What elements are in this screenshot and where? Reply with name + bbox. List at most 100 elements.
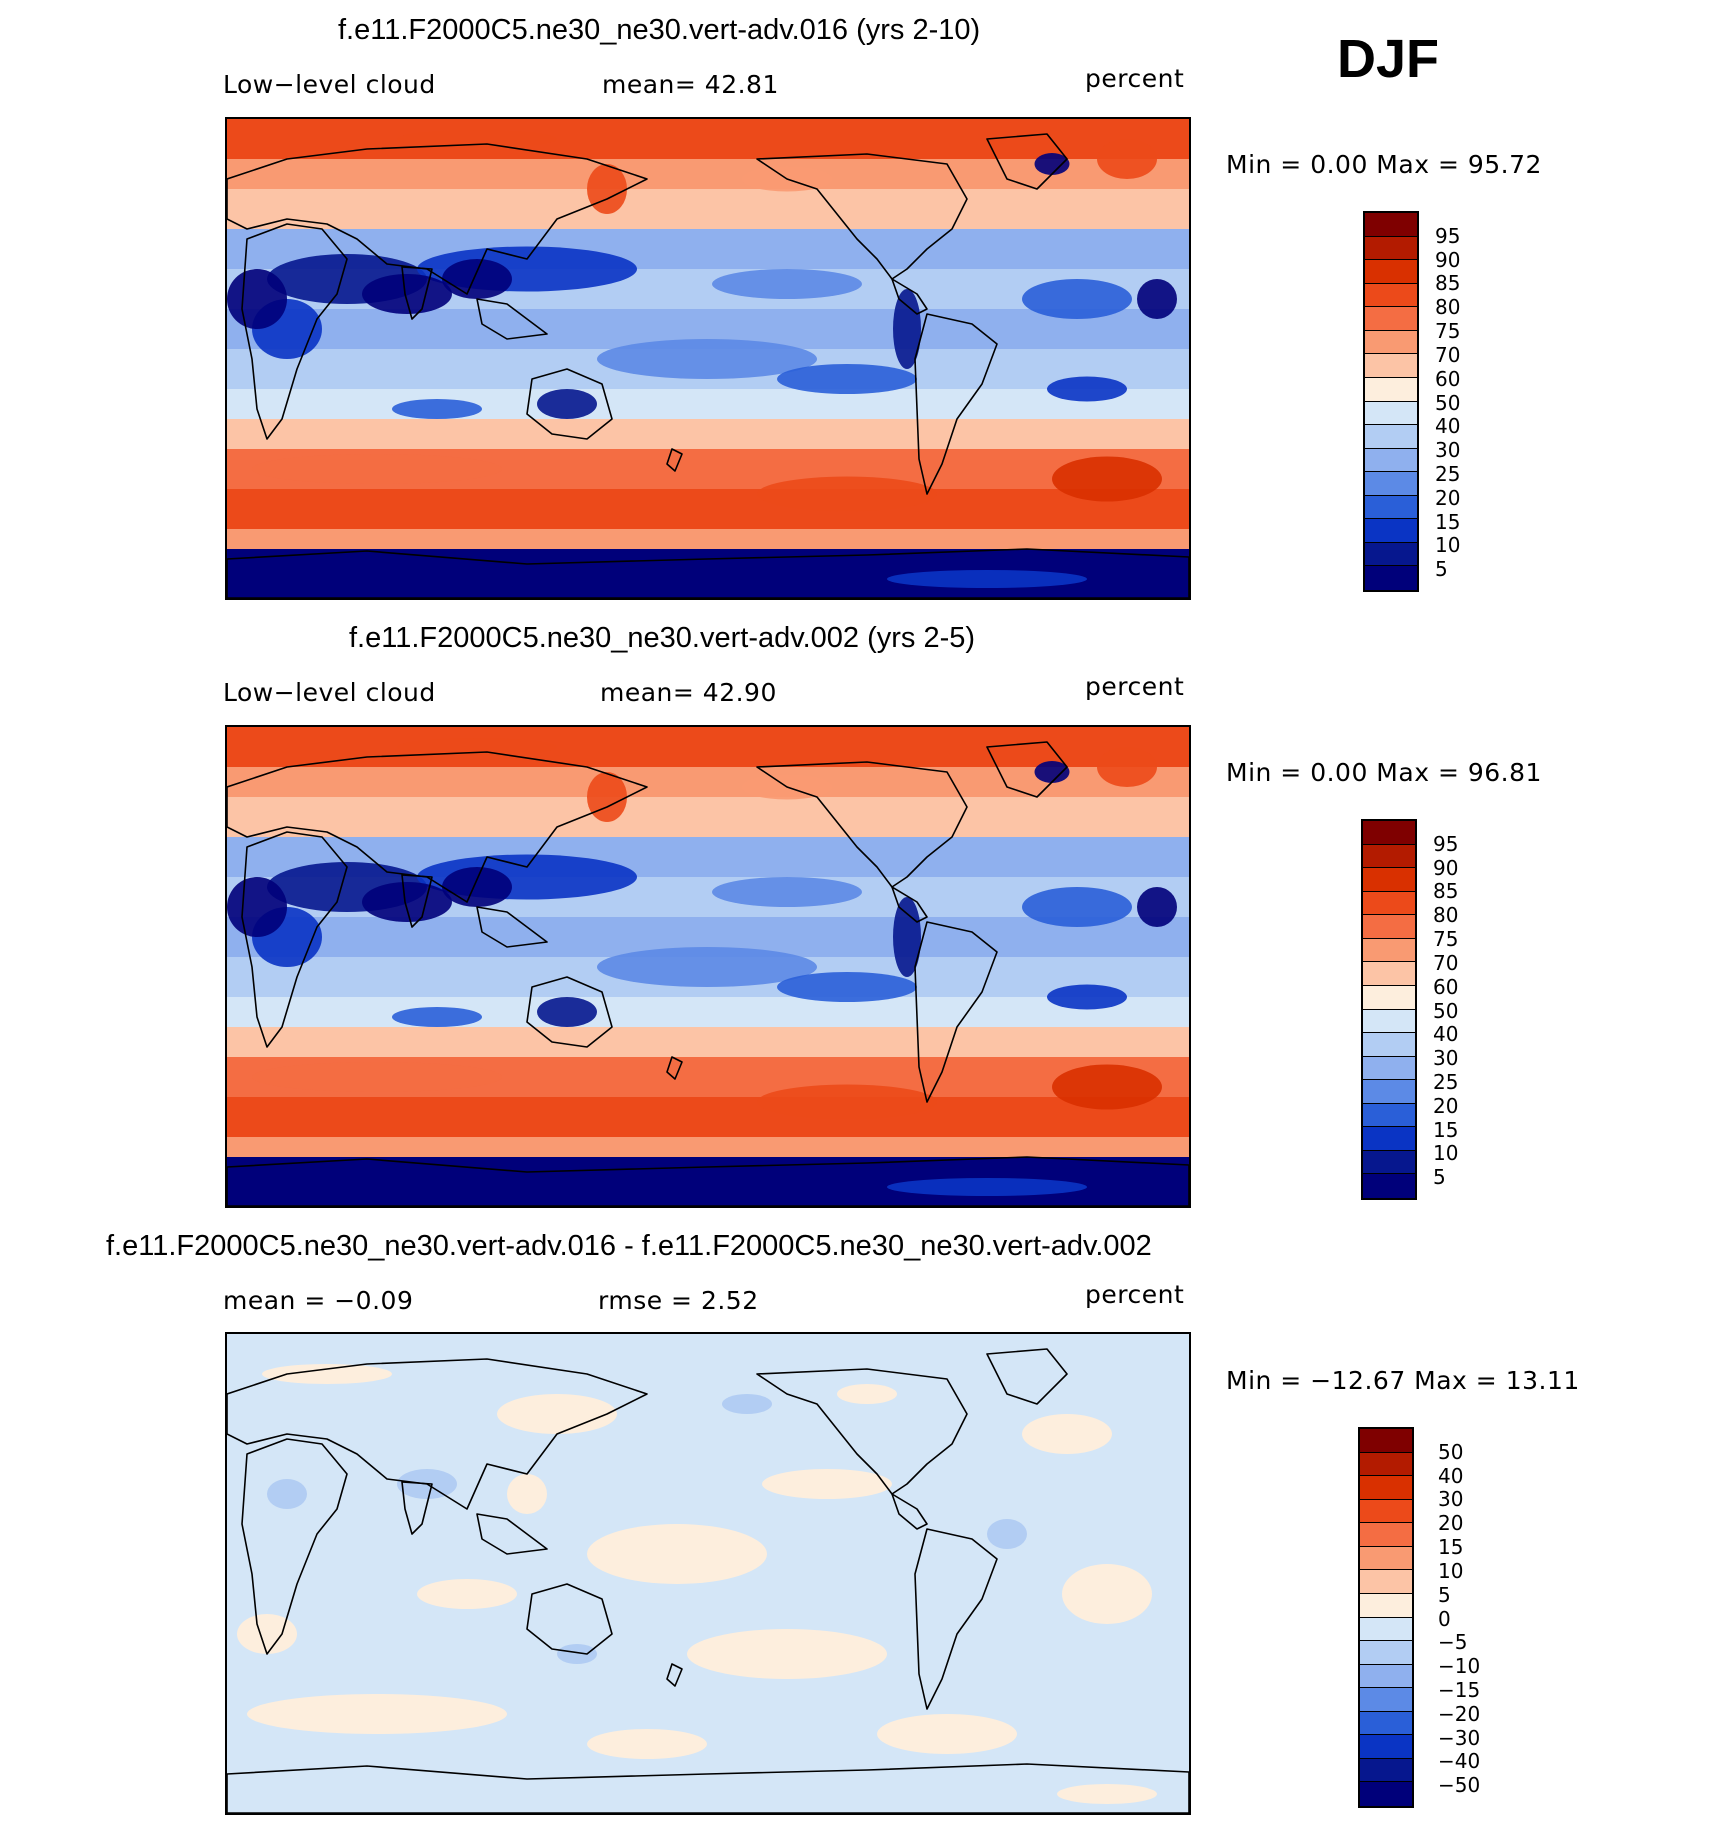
coastline [227, 143, 648, 295]
colorbar-swatch [1360, 1664, 1412, 1689]
colorbar-swatch [1365, 377, 1417, 402]
colorbar-swatch [1363, 891, 1415, 916]
cloud-feature [597, 339, 817, 379]
diff-positive-patch [837, 1384, 897, 1404]
colorbar-tick-label: 70 [1435, 342, 1461, 367]
panel3-map-canvas [227, 1334, 1189, 1813]
colorbar-swatch [1365, 354, 1417, 378]
cloud-feature [1137, 279, 1177, 319]
coastline [891, 278, 928, 315]
panel2-minmax: Min = 0.00 Max = 96.81 [1226, 758, 1542, 787]
panel3-mean-label: mean = −0.09 [223, 1286, 414, 1315]
colorbar-tick-label: 25 [1433, 1069, 1459, 1094]
diff-negative-patch [987, 1519, 1027, 1549]
colorbar-swatch [1363, 1150, 1415, 1175]
coastline [891, 1493, 928, 1530]
coastline [227, 1358, 648, 1510]
cloud-feature [1052, 1064, 1162, 1110]
cloud-feature [1034, 761, 1070, 783]
cloud-band [227, 797, 1189, 837]
cloud-feature [1022, 279, 1132, 319]
colorbar-tick-label: 10 [1433, 1141, 1459, 1166]
cloud-feature [537, 997, 597, 1027]
colorbar-swatch [1365, 566, 1417, 590]
diff-positive-patch [1022, 1414, 1112, 1454]
colorbar-tick-label: 40 [1435, 414, 1461, 439]
colorbar-tick-label: 30 [1438, 1487, 1464, 1512]
cloud-band [227, 1027, 1189, 1057]
colorbar-swatch [1365, 401, 1417, 426]
colorbar-tick-label: −40 [1438, 1749, 1481, 1774]
colorbar-tick-label: 0 [1438, 1606, 1451, 1631]
colorbar-swatch [1363, 821, 1415, 845]
diff-positive-patch [497, 1394, 617, 1434]
colorbar-swatch [1365, 283, 1417, 308]
cloud-feature [392, 399, 482, 419]
panel1-cloud-field [227, 119, 1189, 598]
colorbar-swatch [1360, 1429, 1412, 1453]
coastline [986, 133, 1068, 190]
coastline [986, 1348, 1068, 1405]
colorbar-tick-label: 10 [1438, 1558, 1464, 1583]
colorbar-tick-label: −50 [1438, 1773, 1481, 1798]
colorbar-tick-label: 30 [1435, 438, 1461, 463]
cloud-feature [397, 738, 557, 756]
cloud-band [227, 119, 1189, 159]
colorbar-swatch [1360, 1688, 1412, 1712]
colorbar-tick-label: −20 [1438, 1701, 1481, 1726]
colorbar-swatch [1360, 1758, 1412, 1783]
cloud-feature [537, 389, 597, 419]
coastline [476, 1513, 548, 1555]
colorbar-swatch [1363, 1127, 1415, 1151]
diff-positive-patch [247, 1694, 507, 1734]
coastline [401, 266, 433, 320]
colorbar-tick-label: 90 [1435, 247, 1461, 272]
colorbar-tick-label: 80 [1435, 295, 1461, 320]
colorbar-tick-label: 60 [1433, 974, 1459, 999]
cloud-feature [442, 867, 512, 907]
panel2-units-label: percent [1085, 672, 1185, 701]
panel3-diff-field [227, 1334, 1189, 1813]
cloud-band [227, 189, 1189, 229]
colorbar-tick-label: 40 [1433, 1022, 1459, 1047]
coastline [241, 1438, 348, 1655]
panel1-minmax: Min = 0.00 Max = 95.72 [1226, 150, 1542, 179]
cloud-feature [397, 1190, 517, 1204]
panel3-title: f.e11.F2000C5.ne30_ne30.vert-adv.016 - f… [106, 1230, 1152, 1262]
coastline [476, 906, 548, 948]
colorbar-swatch [1363, 1033, 1415, 1057]
diff-negative-patch [722, 1394, 772, 1414]
cloud-band [227, 997, 1189, 1027]
colorbar-swatch [1360, 1476, 1412, 1500]
coastline [241, 223, 348, 440]
coastline [666, 448, 683, 472]
colorbar-swatch [1360, 1593, 1412, 1618]
diff-positive-patch [417, 1579, 517, 1609]
colorbar-swatch [1365, 542, 1417, 567]
colorbar-swatch [1365, 472, 1417, 496]
colorbar-tick-label: 50 [1433, 998, 1459, 1023]
colorbar-swatch [1365, 236, 1417, 261]
coastline [914, 313, 998, 495]
colorbar-swatch [1360, 1523, 1412, 1547]
cloud-band [227, 529, 1189, 549]
colorbar-swatch [1365, 425, 1417, 449]
colorbar-tick-label: 50 [1435, 390, 1461, 415]
colorbar-swatch [1365, 307, 1417, 331]
cloud-band [227, 389, 1189, 419]
diff-positive-patch [1062, 1564, 1152, 1624]
colorbar-tick-label: 85 [1435, 271, 1461, 296]
cloud-feature [757, 1084, 937, 1120]
colorbar-swatch [1365, 330, 1417, 355]
cloud-band [227, 727, 1189, 767]
panel2-map [225, 725, 1191, 1208]
coastline [756, 1368, 968, 1495]
colorbar-swatch [1363, 1056, 1415, 1081]
panel2-map-canvas [227, 727, 1189, 1206]
colorbar-tick-label: −10 [1438, 1654, 1481, 1679]
panel2-coastlines [227, 741, 1189, 1206]
panel3-coastlines [227, 1348, 1189, 1813]
panel2-mean-label: mean= 42.90 [600, 678, 777, 707]
colorbar-tick-label: 20 [1433, 1093, 1459, 1118]
colorbar-tick-label: −15 [1438, 1677, 1481, 1702]
